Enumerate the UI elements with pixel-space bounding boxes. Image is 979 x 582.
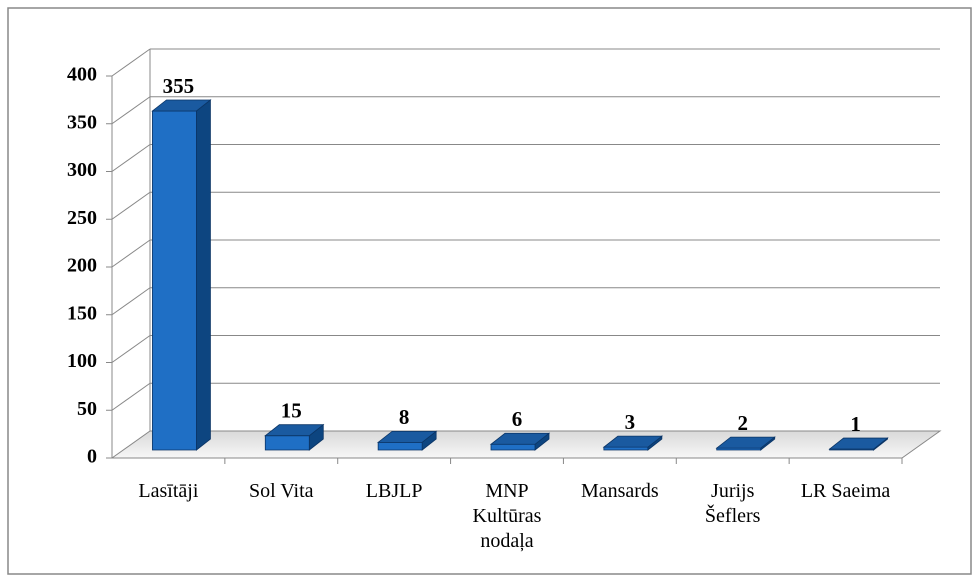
bar-front <box>490 443 536 451</box>
bar <box>602 435 664 451</box>
bar <box>376 430 438 451</box>
value-label: 355 <box>163 74 195 98</box>
y-tick-label: 50 <box>77 398 97 420</box>
y-tick-label: 150 <box>67 302 97 324</box>
bar-side <box>196 99 211 451</box>
value-label: 6 <box>512 407 523 431</box>
y-tick-label: 0 <box>87 446 97 468</box>
value-label: 3 <box>625 410 636 434</box>
bar-front <box>264 435 310 451</box>
grid-line <box>111 96 151 125</box>
grid-line <box>111 335 151 363</box>
bar <box>489 432 551 451</box>
x-tick-label: MNP Kultūras nodaļa <box>472 480 542 552</box>
grid-line <box>111 239 151 268</box>
x-tick-label: Mansards <box>580 480 659 502</box>
value-label: 1 <box>850 412 861 436</box>
bar-top <box>376 430 438 443</box>
grid-line <box>111 287 151 316</box>
grid-line <box>111 382 151 411</box>
bar-top <box>602 435 664 448</box>
y-tick-label: 200 <box>67 255 97 277</box>
value-label: 15 <box>281 398 302 422</box>
y-tick-label: 400 <box>67 64 97 86</box>
bar-top <box>828 437 889 450</box>
x-tick-label: LBJLP <box>365 480 423 502</box>
bar-top <box>489 432 551 445</box>
bar-top <box>264 424 325 437</box>
x-tick-label: LR Saeima <box>800 480 891 502</box>
grid-line <box>111 144 151 172</box>
y-tick-label: 300 <box>67 159 97 181</box>
bar-top <box>151 99 212 112</box>
value-label: 2 <box>737 411 748 435</box>
grid-line <box>111 48 151 77</box>
bar <box>264 423 325 451</box>
bar <box>828 437 889 451</box>
y-tick-label: 100 <box>67 350 97 372</box>
bar-front <box>603 446 649 451</box>
value-label: 8 <box>399 405 410 429</box>
bar <box>151 99 212 451</box>
x-tick-label: Sol Vita <box>249 480 314 502</box>
x-tick-label: Jurijs Šeflers <box>704 480 761 527</box>
bar-front <box>377 441 423 451</box>
x-tick-label: Lasītāji <box>138 480 199 502</box>
bar <box>715 436 776 451</box>
y-tick-label: 350 <box>67 111 97 133</box>
grid-line <box>111 191 151 220</box>
y-tick-label: 250 <box>67 207 97 229</box>
bar-front <box>152 110 197 451</box>
bar-top <box>715 436 776 449</box>
